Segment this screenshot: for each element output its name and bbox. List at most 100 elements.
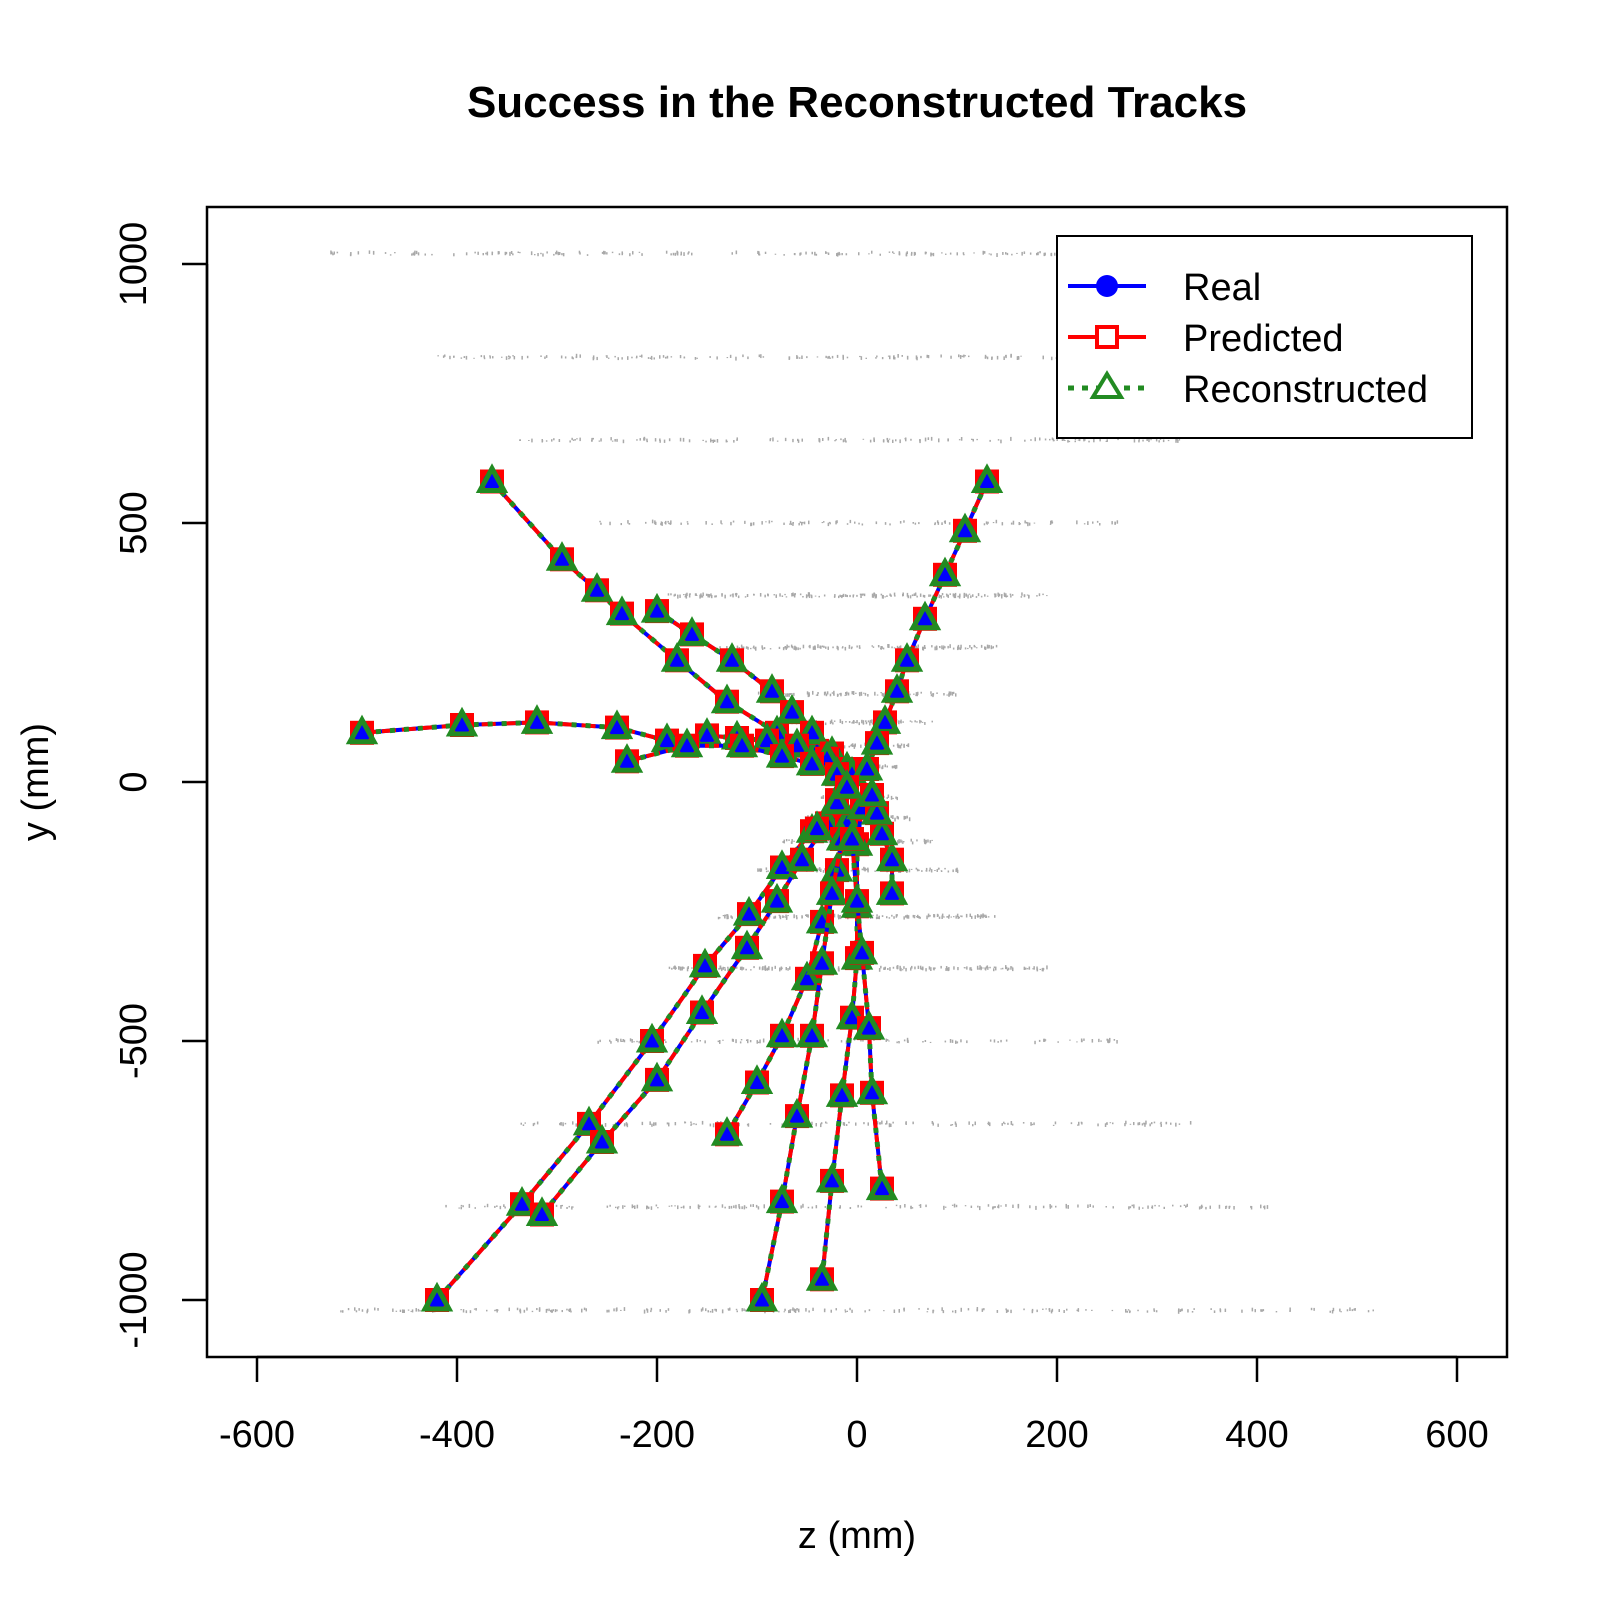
hit-mark <box>516 1307 519 1311</box>
hit-mark <box>533 1122 536 1125</box>
hit-mark <box>1042 355 1044 360</box>
reconstructed-point <box>835 820 869 851</box>
reconstructed-point <box>688 947 722 978</box>
hit-mark <box>992 522 995 524</box>
hit-mark <box>898 251 901 256</box>
hit-mark <box>952 647 955 650</box>
hit-mark <box>1313 1307 1315 1311</box>
hit-mark <box>994 915 996 918</box>
hit-mark <box>864 867 866 871</box>
hit-mark <box>679 594 681 598</box>
hit-mark <box>993 968 995 972</box>
hit-mark <box>984 594 986 597</box>
hit-mark <box>881 357 884 360</box>
hit-mark <box>1107 1040 1110 1044</box>
hit-mark <box>840 1040 843 1043</box>
hit-mark <box>898 839 900 842</box>
hit-mark <box>735 966 738 969</box>
hit-mark <box>955 915 957 919</box>
hit-mark <box>850 647 853 650</box>
hit-mark <box>1175 438 1177 443</box>
hit-mark <box>1147 1205 1149 1209</box>
hit-mark <box>915 645 918 650</box>
hit-mark <box>970 968 973 971</box>
hit-mark <box>555 250 558 255</box>
hit-layer-19 <box>340 1307 1374 1314</box>
hit-mark <box>1076 1041 1078 1043</box>
hit-mark <box>930 252 932 257</box>
hit-mark <box>888 251 891 253</box>
hit-mark <box>971 915 973 919</box>
hit-mark <box>925 867 928 872</box>
hit-mark <box>960 644 962 649</box>
hit-mark <box>983 251 986 254</box>
hit-mark <box>1158 440 1160 443</box>
hit-mark <box>837 646 839 651</box>
hit-mark <box>765 521 767 523</box>
reconstructed-point <box>605 595 639 626</box>
hit-mark <box>875 916 878 920</box>
hit-mark <box>635 357 638 359</box>
hit-mark <box>1160 1123 1162 1127</box>
hit-mark <box>742 967 745 970</box>
hit-mark <box>929 867 931 870</box>
hit-mark <box>735 1039 737 1044</box>
hit-mark <box>1158 1205 1160 1207</box>
hit-mark <box>674 593 676 597</box>
hit-mark <box>892 439 894 443</box>
hit-mark <box>1051 437 1054 440</box>
hit-mark <box>1186 1203 1188 1207</box>
hit-mark <box>1026 968 1029 970</box>
hit-mark <box>650 1307 653 1311</box>
hit-mark <box>919 439 921 444</box>
hit-mark <box>844 437 846 442</box>
hit-mark <box>856 645 858 648</box>
hit-mark <box>968 593 971 595</box>
hit-mark <box>1016 252 1018 254</box>
hit-mark <box>913 593 916 596</box>
reconstructed-point <box>765 1017 799 1048</box>
hit-mark <box>340 1310 342 1313</box>
hit-mark <box>670 1205 673 1207</box>
hit-mark <box>465 355 468 360</box>
hit-mark <box>1046 595 1048 597</box>
hit-mark <box>886 437 888 441</box>
hit-mark <box>526 1307 528 1311</box>
track-10 <box>835 820 899 1201</box>
hit-mark <box>665 356 667 359</box>
hit-mark <box>1289 1310 1291 1312</box>
hit-mark <box>598 440 601 442</box>
hit-mark <box>1046 965 1048 970</box>
hit-mark <box>668 1122 670 1127</box>
hit-mark <box>1032 968 1034 970</box>
hit-mark <box>705 440 707 443</box>
hit-mark <box>946 594 948 597</box>
hit-mark <box>938 438 940 443</box>
hit-mark <box>941 1307 943 1311</box>
hit-mark <box>912 522 914 524</box>
hit-mark <box>711 440 713 442</box>
hit-mark <box>531 438 533 443</box>
hit-mark <box>695 593 697 596</box>
hit-mark <box>793 253 796 255</box>
hit-mark <box>629 253 631 257</box>
hit-mark <box>716 439 719 443</box>
hit-mark <box>709 356 711 358</box>
hit-mark <box>897 354 899 358</box>
hit-mark <box>842 439 845 443</box>
hit-mark <box>625 1122 628 1126</box>
hit-mark <box>575 353 578 358</box>
hit-mark <box>1263 1206 1265 1208</box>
hit-mark <box>674 252 677 256</box>
hit-mark <box>1049 523 1052 525</box>
hit-mark <box>673 966 675 969</box>
hit-mark <box>655 1122 657 1126</box>
hit-mark <box>489 355 491 357</box>
hit-mark <box>691 1123 693 1125</box>
hit-mark <box>1172 1204 1174 1207</box>
hit-mark <box>1041 968 1044 972</box>
reconstructed-point <box>710 683 744 714</box>
hit-mark <box>895 764 898 769</box>
hit-mark <box>788 645 790 648</box>
reconstructed-point <box>715 642 749 672</box>
